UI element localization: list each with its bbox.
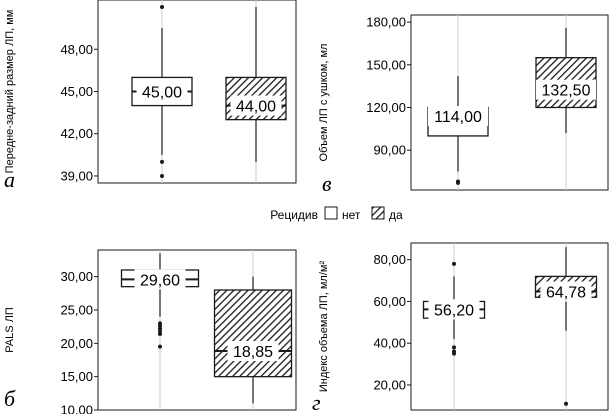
box-yes: 18,85	[213, 276, 293, 404]
outlier-point	[158, 344, 162, 349]
median-label-bg	[227, 341, 279, 361]
median-label: 29,60	[140, 272, 180, 289]
legend: Рецидив нет да	[270, 206, 403, 222]
chart-panel-1: 39,00 42,00 45,00 48,00 Передне-задний разме…	[4, 0, 297, 192]
y-tick-label: 150,00	[366, 57, 406, 72]
outlier-point	[160, 173, 164, 178]
median-label-bg	[136, 81, 188, 102]
y-tick-label: 120,00	[366, 100, 406, 115]
panel-letter: г	[312, 390, 321, 414]
outlier-point	[452, 345, 456, 350]
y-tick-label: 20,00	[373, 377, 406, 392]
chart-panel-4: 20,00 40,00 60,00 80,00 Индекс объема ЛП, мл…	[312, 242, 609, 414]
outlier-point	[160, 5, 164, 10]
chart-panel-3: 10,00 15,00 20,00 25,00 30,00 PALS ЛП б 29,60 18…	[4, 249, 297, 414]
y-axis-label: Индекс объема ЛП, мл/м²	[318, 261, 330, 393]
panel-letter: а	[4, 167, 15, 192]
median-label-bg	[230, 95, 282, 116]
box-no: 29,60	[120, 253, 200, 349]
outlier-point	[452, 351, 456, 356]
plot-frame	[97, 249, 297, 411]
y-tick-label: 45,00	[60, 84, 93, 99]
box-iqr	[213, 289, 293, 378]
y-axis-label: Передне-задний размер ЛП, мм	[4, 10, 16, 174]
y-tick-label: 39,00	[60, 168, 93, 183]
y-tick-label: 30,00	[60, 269, 93, 284]
panel-letter: в	[322, 171, 332, 196]
legend-title: Рецидив	[270, 208, 318, 222]
legend-swatch-yes	[371, 206, 385, 220]
median-label: 114,00	[434, 109, 482, 126]
median-label: 132,50	[542, 83, 591, 100]
outlier-point	[564, 401, 568, 406]
median-label: 64,78	[546, 284, 586, 301]
y-tick-label: 20,00	[60, 336, 93, 351]
y-axis-label: PALS ЛП	[4, 307, 16, 353]
y-tick-label: 40,00	[373, 336, 406, 351]
y-tick-label: 60,00	[373, 294, 406, 309]
outlier-point	[456, 180, 460, 185]
box-yes: 44,00	[225, 7, 287, 162]
median-label-bg	[428, 299, 480, 320]
median-label: 44,00	[236, 99, 276, 116]
y-tick-label: 42,00	[60, 126, 93, 141]
box-no: 114,00	[427, 76, 489, 185]
plot-frame	[410, 14, 609, 191]
median-label-bg	[536, 79, 596, 100]
box-yes: 64,78	[534, 247, 598, 406]
plot-frame	[410, 242, 609, 411]
panel-letter: б	[4, 386, 16, 411]
outlier-point	[160, 159, 164, 164]
y-tick-label: 180,00	[366, 15, 406, 30]
y-tick-label: 90,00	[373, 143, 406, 158]
median-label-bg	[134, 269, 186, 290]
y-tick-label: 10,00	[60, 403, 93, 414]
y-axis-label: Объем ЛП с ушком, мл	[318, 44, 330, 162]
legend-label-yes: да	[389, 208, 403, 222]
outlier-point	[452, 261, 456, 266]
y-tick-label: 80,00	[373, 252, 406, 267]
y-tick-label: 48,00	[60, 42, 93, 57]
box-no: 56,20	[422, 261, 486, 356]
outlier-point	[158, 332, 162, 336]
median-label-bg	[540, 281, 592, 302]
legend-label-no: нет	[342, 208, 361, 222]
median-label: 56,20	[434, 302, 474, 319]
median-label: 45,00	[142, 85, 182, 102]
median-label: 18,85	[233, 344, 273, 361]
box-no: 45,00	[131, 5, 193, 178]
y-tick-label: 15,00	[60, 369, 93, 384]
box-yes: 132,50	[535, 27, 597, 134]
median-label-bg	[428, 106, 488, 127]
chart-panel-2: 90,00 120,00 150,00 180,00 Объем ЛП с ушком,…	[318, 14, 609, 196]
legend-swatch-no	[324, 206, 338, 220]
y-tick-label: 25,00	[60, 303, 93, 318]
